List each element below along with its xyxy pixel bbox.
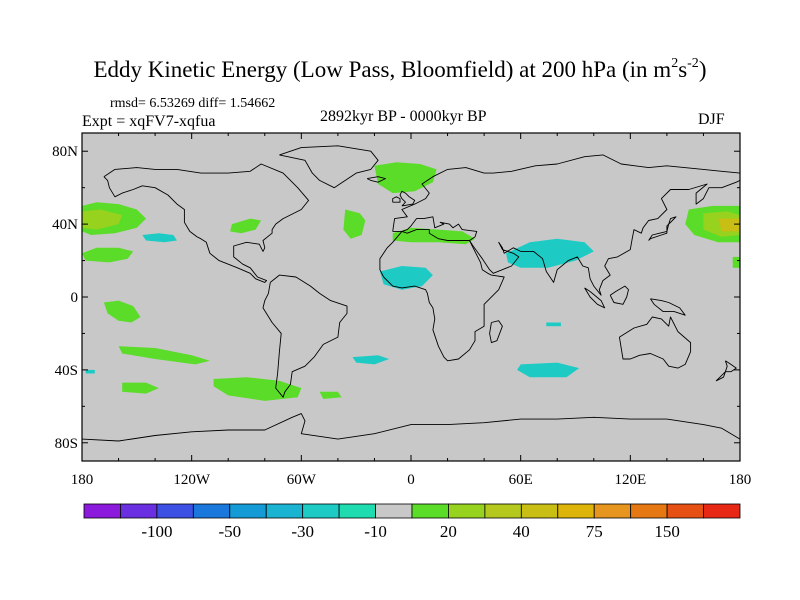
y-axis: 80N 40N 0 40S 80S xyxy=(52,144,740,452)
period-label: 2892kyr BP - 0000kyr BP xyxy=(320,108,487,125)
region-n-africa-cyan xyxy=(379,266,433,290)
region-s-atlantic-cyan xyxy=(352,355,390,365)
region-europe-north-green xyxy=(374,162,437,194)
region-s-america-south-green xyxy=(213,377,302,401)
x-tick-label: 0 xyxy=(407,472,415,488)
y-tick-label: 80S xyxy=(55,436,78,452)
colorbar-swatch xyxy=(265,503,304,519)
coastline-eurasia-africa xyxy=(392,154,740,296)
coastline-south-america xyxy=(262,274,348,398)
region-equatorial-pacific-green xyxy=(103,300,141,323)
colorbar-label: 20 xyxy=(440,522,457,541)
chart-title: Eddy Kinetic Energy (Low Pass, Bloomfiel… xyxy=(0,56,800,88)
coastline-new-guinea xyxy=(650,298,686,316)
colorbar-label: 75 xyxy=(586,522,603,541)
region-n-atlantic-green xyxy=(343,209,366,239)
colorbar-swatch xyxy=(557,503,595,519)
coastline-ireland xyxy=(392,196,401,203)
y-tick-label: 40S xyxy=(55,363,78,379)
colorbar: -100 -50 -30 -10 20 40 75 150 xyxy=(83,503,741,541)
x-tick-label: 120W xyxy=(173,472,211,488)
x-tick-label: 180 xyxy=(71,472,94,488)
y-tick-label: 80N xyxy=(52,144,78,160)
x-tick-label: 180 xyxy=(729,472,752,488)
coastline-greenland xyxy=(279,145,379,189)
colorbar-label: 150 xyxy=(654,522,680,541)
x-tick-label: 60E xyxy=(509,472,533,488)
colorbar-label: -50 xyxy=(218,522,241,541)
colorbar-swatch xyxy=(666,503,704,519)
title-close: ) xyxy=(698,57,707,82)
colorbar-swatch xyxy=(120,503,158,519)
coastline-madagascar xyxy=(489,320,503,344)
region-indian-ocean-cyan xyxy=(517,362,580,378)
colorbar-label: -100 xyxy=(141,522,172,541)
title-unit-s: s xyxy=(678,57,688,82)
coastline-australia xyxy=(618,316,692,369)
colorbar-swatch xyxy=(520,503,559,519)
colorbar-swatch xyxy=(593,503,632,519)
title-superscript-1: 2 xyxy=(671,56,679,71)
colorbar-swatch xyxy=(192,503,231,519)
region-central-pacific-cyan xyxy=(142,233,177,243)
colorbar-label: 40 xyxy=(513,522,530,541)
rmsd-diff-stats: rmsd= 6.53269 diff= 1.54662 xyxy=(110,96,276,111)
x-tick-label: 120E xyxy=(614,472,646,488)
coastlines xyxy=(82,145,740,442)
colorbar-swatch xyxy=(302,503,340,519)
colorbar-swatch xyxy=(411,503,449,519)
title-superscript-2: -2 xyxy=(687,56,699,71)
coastline-iceland xyxy=(366,176,386,183)
region-indian-ocean-small-cyan xyxy=(546,322,561,327)
region-n-pacific-east-olive xyxy=(82,209,123,230)
colorbar-swatch xyxy=(156,503,194,519)
x-axis: 180 120W 60W 0 60E 120E 180 xyxy=(71,133,752,488)
title-text: Eddy Kinetic Energy (Low Pass, Bloomfiel… xyxy=(93,57,672,82)
region-w-pacific-yellow xyxy=(718,218,740,232)
season-label: DJF xyxy=(698,111,725,128)
colorbar-swatch xyxy=(484,503,522,519)
colorbar-swatch xyxy=(83,503,121,519)
x-tick-label: 60W xyxy=(287,472,317,488)
colorbar-swatch xyxy=(375,503,413,519)
colorbar-swatch xyxy=(338,503,376,519)
experiment-label: Expt = xqFV7-xqfua xyxy=(82,113,216,130)
y-tick-label: 40N xyxy=(52,217,78,233)
colorbar-swatch xyxy=(229,503,267,519)
region-dateline-subtropic-green xyxy=(732,256,740,268)
coastline-north-america xyxy=(103,163,310,283)
region-s-atlantic-blob-green xyxy=(319,391,342,399)
coastline-japan xyxy=(648,216,677,241)
colorbar-label: -30 xyxy=(291,522,314,541)
region-south-pacific-south-green xyxy=(122,382,159,394)
region-subtropical-pacific-green xyxy=(82,247,134,263)
region-n-america-east-green xyxy=(230,218,262,234)
y-tick-label: 0 xyxy=(71,290,79,306)
coastline-borneo xyxy=(609,285,629,305)
region-s-pacific-cyan-mark xyxy=(85,369,95,374)
colorbar-swatch xyxy=(630,503,668,519)
region-south-pacific-green xyxy=(118,346,210,365)
coastline-africa xyxy=(379,229,505,362)
coastline-sumatra xyxy=(584,287,606,309)
colorbar-label: -10 xyxy=(364,522,387,541)
colorbar-swatch xyxy=(703,503,741,519)
colorbar-swatch xyxy=(448,503,486,519)
coastline-new-zealand xyxy=(715,360,737,382)
region-arabia-india-cyan xyxy=(506,238,594,268)
coastline-antarctica xyxy=(82,413,740,442)
coastline-british-isles xyxy=(399,190,416,207)
